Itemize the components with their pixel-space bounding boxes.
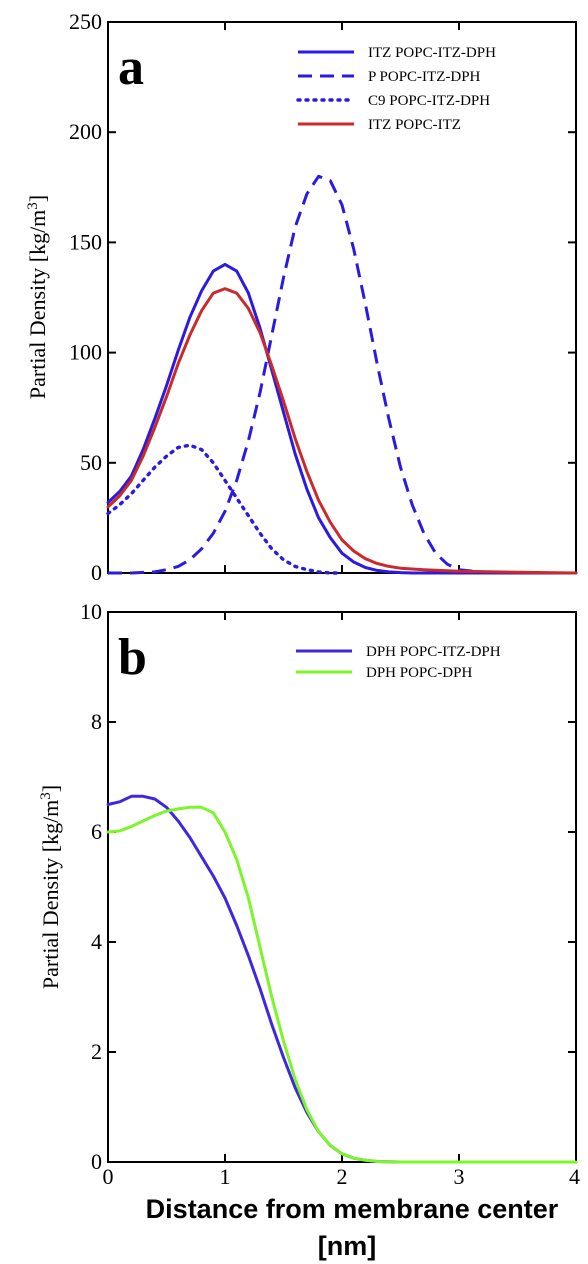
y-tick-label: 100 [69,340,102,365]
x-axis-label-unit: [nm] [318,1231,376,1261]
legend-label-c9-popc-itz-dph: C9 POPC-ITZ-DPH [368,93,490,109]
x-axis-label: Distance from membrane center [146,1194,559,1224]
legend-label-itz-popc-itz-dph: ITZ POPC-ITZ-DPH [368,45,496,61]
y-tick-label: 150 [69,229,102,254]
panel-b-x-tick-labels: 0 1 2 3 4 [103,1164,581,1189]
series-line-itz-popc-itz-dph [106,262,578,575]
panel-a-ticks [107,21,577,574]
panel-b-y-tick-labels: 0 2 4 6 8 10 [80,599,102,1174]
y-tick-label: 8 [91,709,102,734]
series-line-dph-popc-dph [106,805,578,1164]
panel-b-ticks [107,611,577,1163]
panel-a-y-tick-labels: 0 50 100 150 200 250 [69,9,102,585]
x-tick-label: 1 [220,1164,231,1189]
legend-label-dph-popc-itz-dph: DPH POPC-ITZ-DPH [366,644,501,660]
panel-b-label: b [118,629,147,686]
panel-a-legend: ITZ POPC-ITZ-DPH P POPC-ITZ-DPH C9 POPC-… [296,45,496,133]
x-tick-label: 4 [569,1164,580,1189]
series-line-p-popc-itz-dph [108,174,576,575]
y-tick-label: 4 [91,929,102,954]
y-tick-label: 0 [91,1149,102,1174]
y-tick-label: 50 [80,450,102,475]
y-tick-label: 0 [91,560,102,585]
panel-a-frame [107,21,577,574]
x-tick-label: 3 [454,1164,465,1189]
panel-b-lines [106,794,578,1164]
legend-label-p-popc-itz-dph: P POPC-ITZ-DPH [368,69,481,85]
series-line-dph-popc-itz-dph [106,794,578,1164]
x-tick-label: 2 [337,1164,348,1189]
series-line-c9-popc-itz-dph [106,443,344,575]
panel-a: 0 50 100 150 200 250 a Partial Density [kg/m3… [25,9,578,585]
y-tick-label: 200 [69,119,102,144]
panel-a-lines [106,174,578,575]
x-tick-label: 0 [103,1164,114,1189]
y-tick-label: 2 [91,1039,102,1064]
y-tick-label: 10 [80,599,102,624]
panel-b-frame [107,611,577,1163]
legend-label-itz-popc-itz: ITZ POPC-ITZ [368,117,461,133]
panel-a-y-axis-label: Partial Density [kg/m3] [25,195,50,399]
y-tick-label: 250 [69,9,102,34]
panel-a-label: a [118,39,144,96]
panel-b-y-axis-label: Partial Density [kg/m3] [38,785,63,989]
panel-b-legend: DPH POPC-ITZ-DPH DPH POPC-DPH [296,644,501,681]
legend-label-dph-popc-dph: DPH POPC-DPH [366,665,472,681]
y-tick-label: 6 [91,819,102,844]
series-line-itz-popc-itz [106,287,578,575]
